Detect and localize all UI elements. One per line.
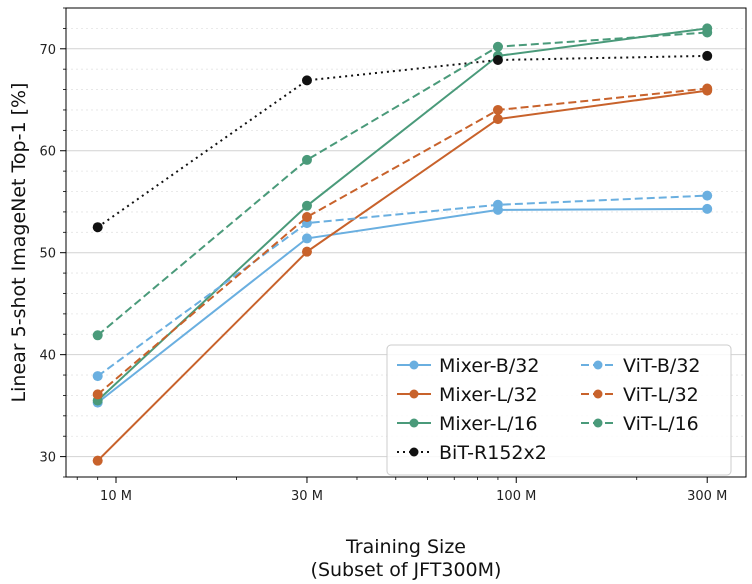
y-tick-label: 40: [39, 349, 56, 364]
y-axis-title: Linear 5-shot ImageNet Top-1 [%]: [8, 83, 30, 403]
data-point: [702, 203, 713, 214]
data-point: [301, 200, 312, 211]
legend-swatch-marker: [409, 447, 419, 457]
legend-label: ViT-L/32: [623, 384, 699, 406]
legend-item-mixer-l-32: Mixer-L/32: [397, 384, 538, 406]
data-point: [492, 54, 503, 65]
series-line: [97, 87, 708, 396]
legend-swatch-marker: [593, 389, 603, 399]
data-point: [301, 154, 312, 165]
x-tick-label: 100 M: [496, 489, 536, 504]
x-tick-label: 300 M: [687, 489, 727, 504]
legend-swatch-marker: [593, 360, 603, 370]
series-bit-r152x2: [92, 50, 713, 233]
series-vit-l-32: [92, 83, 713, 400]
legend-label: ViT-L/16: [623, 413, 699, 435]
data-point: [92, 330, 103, 341]
legend-swatch-marker: [409, 418, 419, 428]
legend: Mixer-B/32 ViT-B/32 Mixer-L/32 ViT-L/32 Mixe…: [386, 344, 732, 476]
data-point: [702, 83, 713, 94]
legend-swatch-marker: [593, 418, 603, 428]
x-axis-title: (Subset of JFT300M): [311, 559, 502, 581]
data-point: [492, 199, 503, 210]
legend-item-mixer-b-32: Mixer-B/32: [397, 355, 539, 377]
axis-titles: Training Size(Subset of JFT300M) Linear 5…: [8, 83, 501, 581]
data-point: [702, 50, 713, 61]
legend-item-vit-l-32: ViT-L/32: [581, 384, 699, 406]
legend-label: Mixer-L/16: [439, 413, 538, 435]
data-point: [301, 233, 312, 244]
series-line: [97, 27, 708, 402]
series-line: [97, 54, 708, 229]
legend-item-vit-b-32: ViT-B/32: [581, 355, 701, 377]
plot-frame: [65, 7, 747, 478]
legend-swatch-marker: [409, 389, 419, 399]
legend-box: [386, 344, 732, 476]
x-tick-label: 30 M: [291, 489, 323, 504]
series-vit-b-32: [92, 190, 713, 382]
data-point: [92, 389, 103, 400]
series-line: [97, 207, 708, 404]
y-tick-label: 30: [39, 451, 56, 466]
data-point: [92, 222, 103, 233]
legend-swatch-marker: [409, 360, 419, 370]
series-mixer-l-32: [92, 85, 713, 466]
legend-label: BiT-R152x2: [439, 442, 547, 464]
axis-ticks: 30 40 50 60 70 10 M 30 M 100 M 300 M: [39, 7, 727, 504]
data-point: [492, 114, 503, 125]
legend-label: Mixer-B/32: [439, 355, 539, 377]
data-point: [301, 75, 312, 86]
series-line: [97, 31, 708, 337]
data-point: [92, 455, 103, 466]
legend-item-mixer-l-16: Mixer-L/16: [397, 413, 538, 435]
legend-item-bit-r152x2: BiT-R152x2: [397, 442, 547, 464]
legend-item-vit-l-16: ViT-L/16: [581, 413, 699, 435]
data-point: [492, 41, 503, 52]
data-point: [92, 371, 103, 382]
y-tick-label: 60: [39, 145, 56, 160]
series-lines: [92, 23, 713, 466]
y-tick-label: 50: [39, 247, 56, 262]
series-line: [97, 194, 708, 377]
series-line: [96, 89, 708, 462]
legend-label: ViT-B/32: [623, 355, 701, 377]
x-axis-title: Training Size: [345, 536, 466, 558]
data-point: [301, 246, 312, 257]
series-vit-l-16: [92, 27, 713, 341]
data-point: [492, 104, 503, 115]
x-tick-label: 10 M: [100, 489, 132, 504]
data-point: [301, 212, 312, 223]
data-point: [702, 27, 713, 38]
data-point: [702, 190, 713, 201]
y-tick-label: 70: [39, 43, 56, 58]
legend-label: Mixer-L/32: [439, 384, 538, 406]
